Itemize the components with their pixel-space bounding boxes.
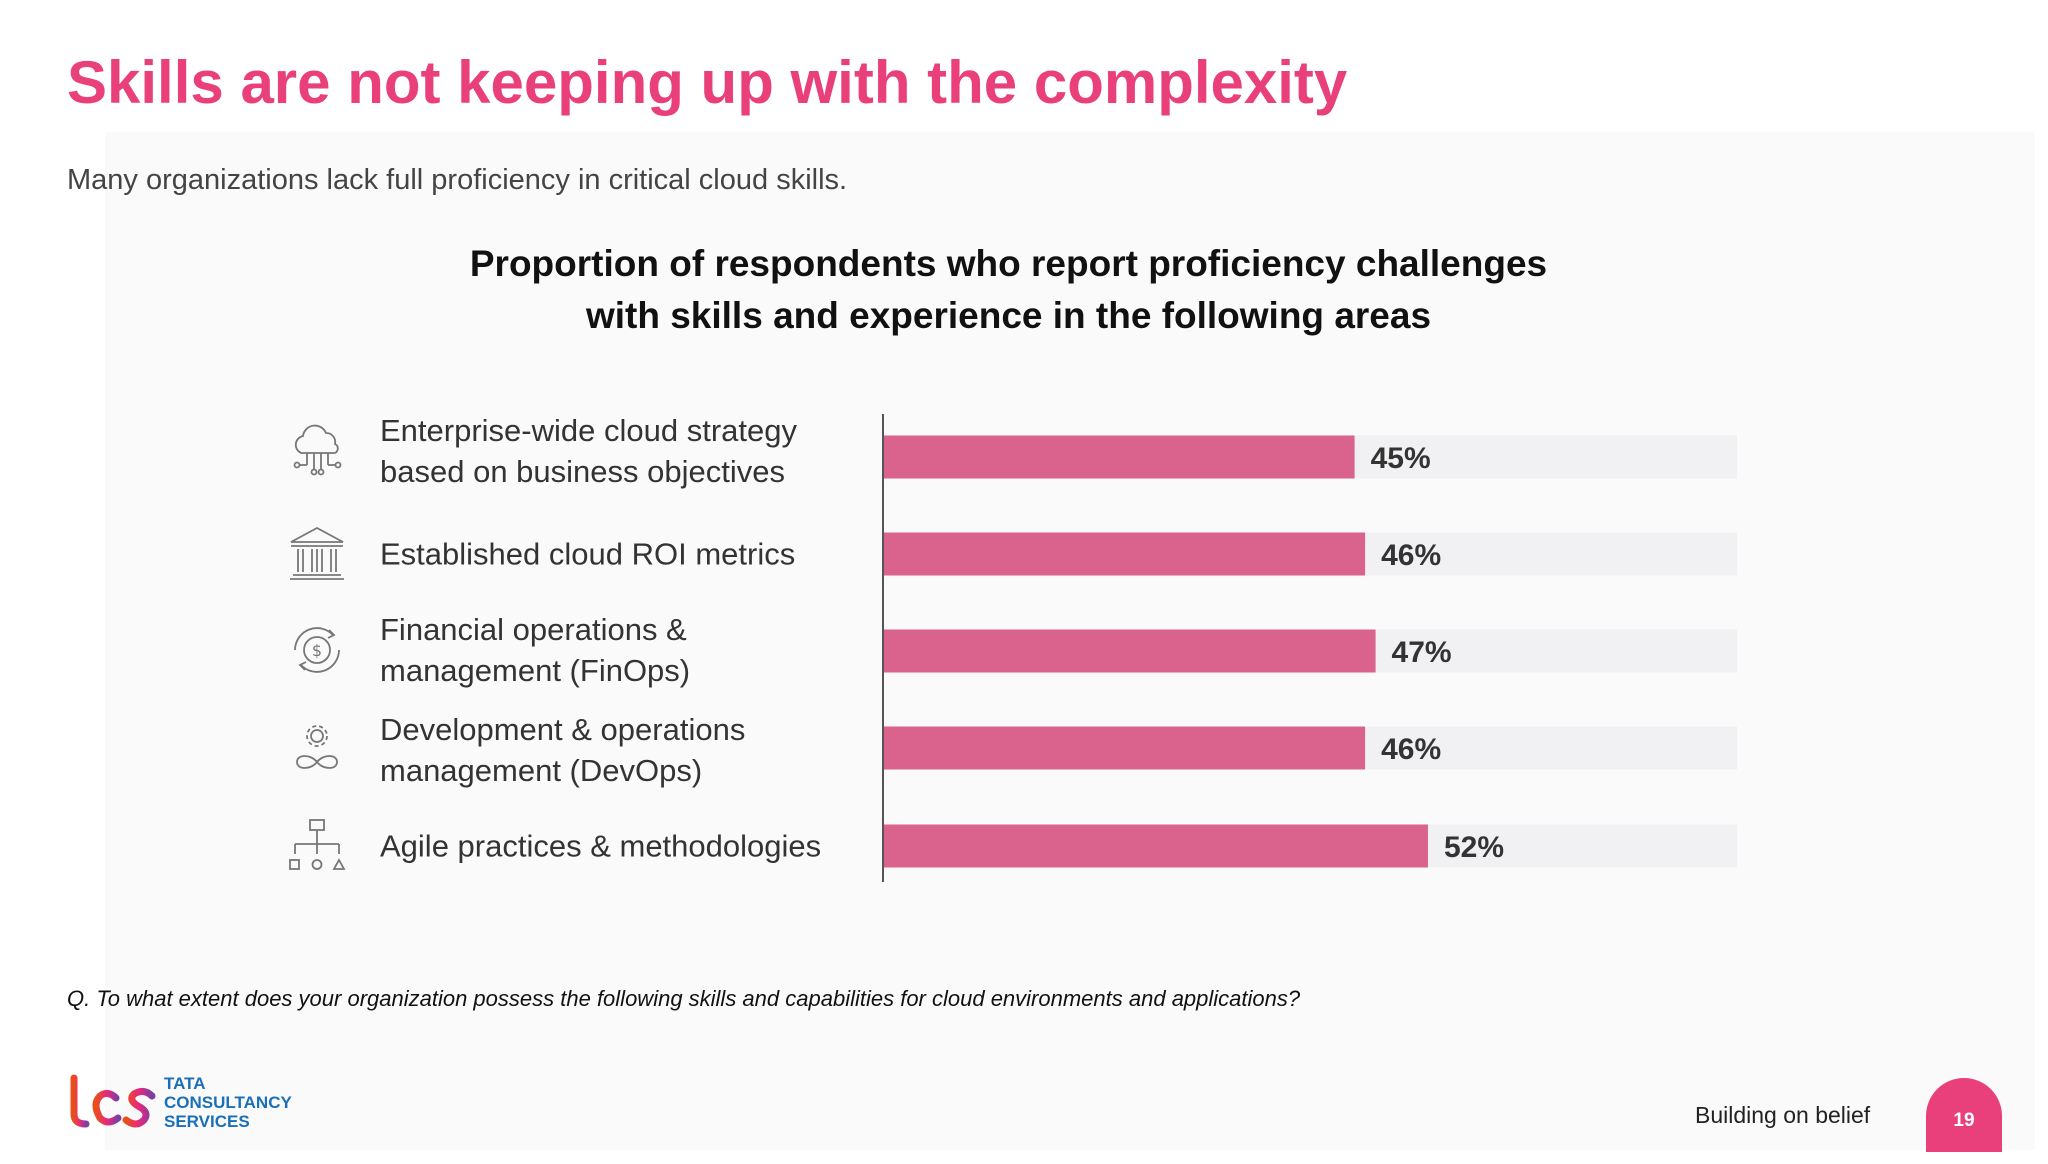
chart-title-line-1: Proportion of respondents who report pro… bbox=[469, 243, 1548, 284]
org-chart-shapes-icon bbox=[285, 814, 349, 878]
svg-text:$: $ bbox=[312, 641, 322, 660]
bar bbox=[883, 532, 1366, 576]
devops-gear-infinity-icon bbox=[285, 718, 349, 782]
category-label: Agile practices & methodologies bbox=[380, 828, 822, 864]
slide-title: Skills are not keeping up with the compl… bbox=[67, 49, 1348, 116]
logo-text-line-2: CONSULTANCY bbox=[164, 1093, 292, 1112]
category-row-cloud-strategy: Enterprise-wide cloud strategy based on … bbox=[285, 401, 855, 501]
data-label: 45% bbox=[1371, 442, 1431, 475]
logo-text-line-3: SERVICES bbox=[164, 1112, 250, 1131]
chart-title-line-2: with skills and experience in the follow… bbox=[585, 295, 1432, 336]
chart-title: Proportion of respondents who report pro… bbox=[330, 238, 1687, 342]
category-label: Established cloud ROI metrics bbox=[380, 536, 796, 572]
bar bbox=[883, 435, 1355, 479]
bar bbox=[883, 629, 1376, 673]
slide-subtitle: Many organizations lack full proficiency… bbox=[67, 164, 848, 196]
tcs-logo-mark bbox=[64, 1074, 156, 1128]
category-row-roi-metrics: Established cloud ROI metrics bbox=[285, 504, 855, 604]
cloud-network-icon bbox=[285, 419, 349, 483]
category-row-finops: $ Financial operations & management (Fin… bbox=[285, 600, 855, 700]
dollar-cycle-icon: $ bbox=[285, 618, 349, 682]
survey-question: Q. To what extent does your organization… bbox=[67, 986, 1301, 1011]
category-row-devops: Development & operations management (Dev… bbox=[285, 700, 855, 800]
data-label: 52% bbox=[1444, 831, 1504, 864]
tcs-logo: TATA CONSULTANCY SERVICES bbox=[64, 1072, 304, 1132]
category-label: Development & operations management (Dev… bbox=[380, 712, 746, 788]
category-row-agile: Agile practices & methodologies bbox=[285, 796, 855, 896]
footer-tagline: Building on belief bbox=[1695, 1102, 1871, 1128]
category-label: Enterprise-wide cloud strategy based on … bbox=[380, 413, 797, 489]
data-label: 46% bbox=[1381, 539, 1441, 572]
logo-text-line-1: TATA bbox=[164, 1074, 206, 1093]
bank-building-icon bbox=[285, 522, 349, 586]
page-number-badge: 19 bbox=[1926, 1078, 2002, 1152]
bar bbox=[883, 824, 1428, 868]
data-label: 46% bbox=[1381, 733, 1441, 766]
category-label: Financial operations & management (FinOp… bbox=[380, 612, 691, 688]
data-label: 47% bbox=[1392, 636, 1452, 669]
bar bbox=[883, 726, 1366, 770]
